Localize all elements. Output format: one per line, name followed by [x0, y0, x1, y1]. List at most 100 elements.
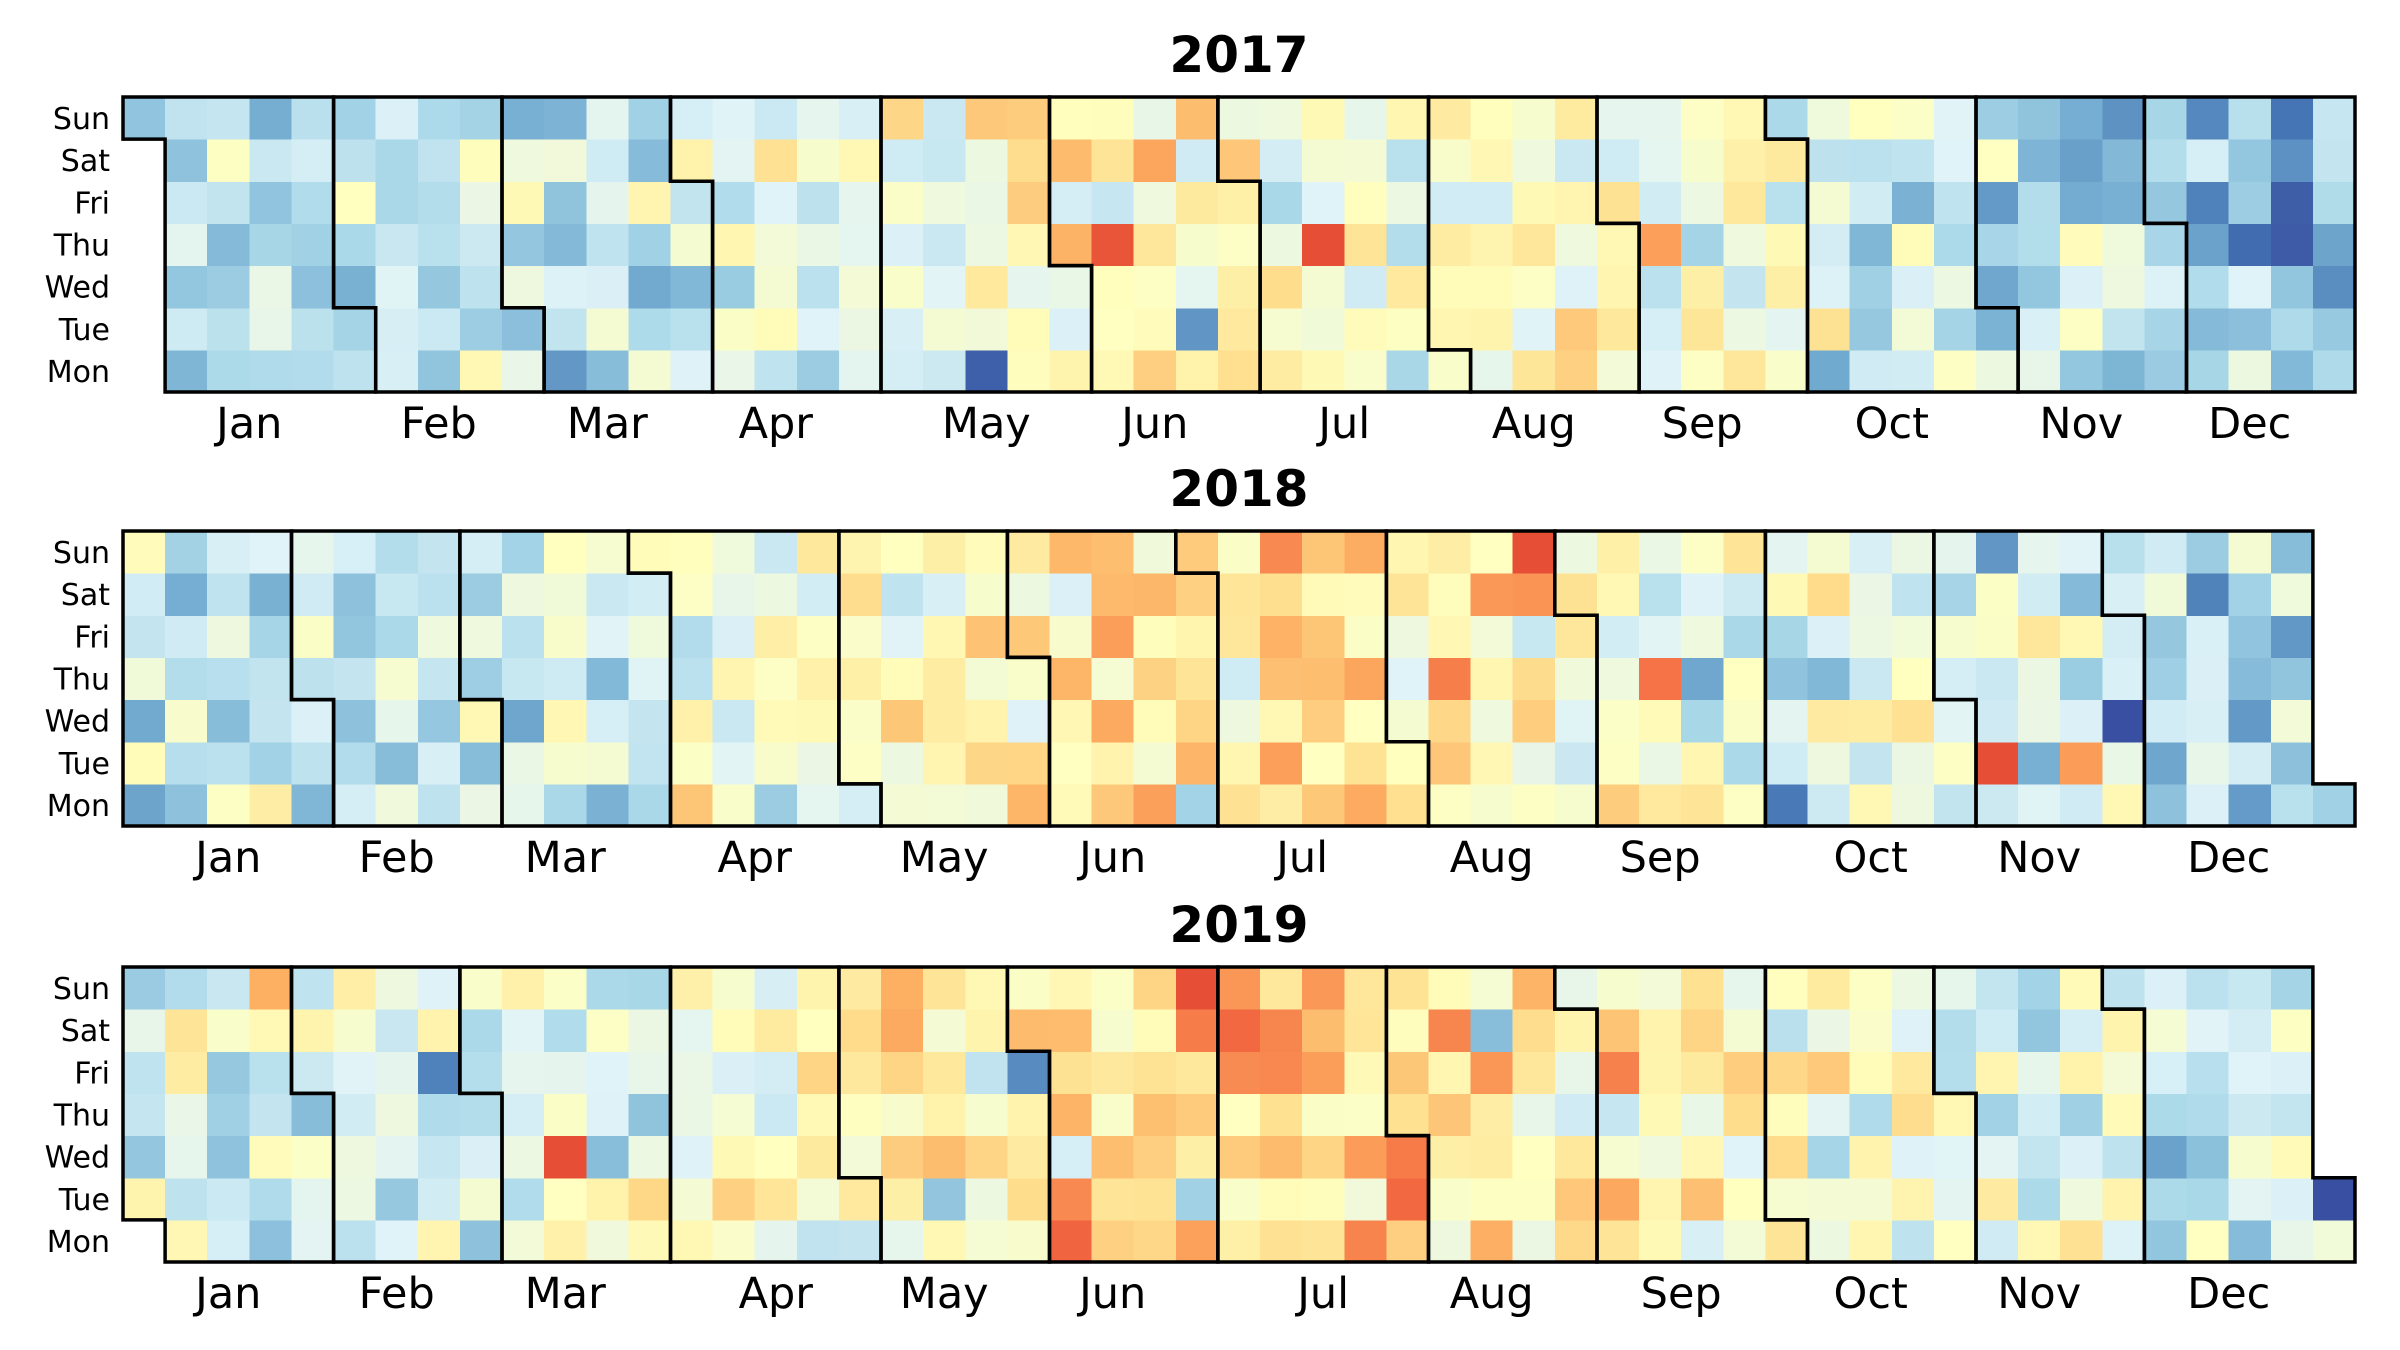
day-cell	[1933, 967, 1977, 1010]
day-cell	[1849, 741, 1893, 785]
day-cell	[1007, 97, 1051, 140]
day-cell	[2102, 97, 2146, 140]
day-cell	[1428, 1093, 1472, 1137]
day-cell	[1386, 1051, 1430, 1095]
day-cell	[1596, 1135, 1640, 1179]
day-cell	[881, 573, 924, 616]
day-cell	[754, 1135, 798, 1179]
day-cell	[1217, 783, 1261, 827]
day-cell	[1133, 139, 1177, 182]
day-cell	[1175, 307, 1219, 351]
day-cell	[2312, 223, 2356, 267]
day-cell	[1260, 741, 1303, 785]
day-cell	[1975, 699, 2019, 743]
day-cell	[1891, 1051, 1935, 1095]
day-cell	[165, 181, 208, 225]
day-cell	[881, 97, 924, 140]
day-cell	[1175, 1009, 1219, 1052]
day-cell	[1554, 657, 1598, 701]
day-cell	[249, 573, 293, 616]
day-cell	[2312, 783, 2356, 827]
day-cell	[881, 181, 924, 225]
day-cell	[965, 349, 1008, 393]
month-label-oct: Oct	[1834, 833, 1908, 883]
day-cell	[417, 967, 461, 1010]
day-cell	[1260, 967, 1303, 1010]
day-cell	[2312, 181, 2356, 225]
day-cell	[1133, 657, 1177, 701]
day-cell	[123, 1177, 166, 1221]
day-cell	[1091, 783, 1135, 827]
day-cell	[1302, 1093, 1345, 1137]
day-cell	[754, 1177, 798, 1221]
day-cell	[1428, 307, 1472, 351]
day-cell	[2102, 531, 2146, 574]
day-cell	[1302, 265, 1345, 309]
day-cell	[2270, 1177, 2314, 1221]
day-cell	[207, 181, 250, 225]
day-cell	[1133, 1135, 1177, 1179]
day-cell	[165, 967, 208, 1010]
day-cell	[2270, 1093, 2314, 1137]
day-cell	[628, 573, 672, 616]
day-cell	[1133, 1219, 1177, 1263]
day-cell	[1091, 657, 1135, 701]
day-cell	[502, 573, 545, 616]
month-label-dec: Dec	[2208, 399, 2291, 449]
day-cell	[544, 1135, 587, 1179]
weekday-label-sat: Sat	[61, 144, 110, 179]
day-cell	[1681, 1051, 1724, 1095]
day-cell	[1217, 181, 1261, 225]
day-cell	[670, 349, 714, 393]
day-cell	[1765, 265, 1809, 309]
day-cell	[1175, 615, 1219, 659]
day-cell	[965, 139, 1008, 182]
day-cell	[1091, 265, 1135, 309]
day-cell	[628, 783, 672, 827]
day-cell	[1723, 531, 1767, 574]
day-cell	[1723, 1093, 1767, 1137]
day-cell	[2228, 1093, 2272, 1137]
day-cell	[1849, 1177, 1893, 1221]
month-label-jun: Jun	[1118, 399, 1188, 449]
day-cell	[628, 1051, 672, 1095]
day-cell	[881, 967, 924, 1010]
day-cell	[881, 1009, 924, 1052]
day-cell	[838, 615, 882, 659]
day-cell	[1386, 573, 1430, 616]
day-cell	[1470, 967, 1514, 1010]
day-cell	[544, 699, 587, 743]
month-label-mar: Mar	[567, 399, 648, 449]
day-cell	[2228, 181, 2272, 225]
day-cell	[965, 97, 1008, 140]
day-cell	[1217, 741, 1261, 785]
day-cell	[754, 967, 798, 1010]
day-cell	[1975, 265, 2019, 309]
day-cell	[1933, 615, 1977, 659]
day-cell	[881, 615, 924, 659]
day-cell	[1470, 1051, 1514, 1095]
day-cell	[670, 1219, 714, 1263]
day-cell	[375, 307, 419, 351]
day-cell	[1302, 349, 1345, 393]
day-cell	[1807, 1051, 1851, 1095]
day-cell	[1260, 139, 1303, 182]
day-cell	[502, 1219, 545, 1263]
day-cell	[2060, 1009, 2103, 1052]
day-cell	[2018, 1135, 2061, 1179]
day-cell	[544, 181, 587, 225]
day-cell	[2018, 615, 2061, 659]
day-cell	[1765, 1177, 1809, 1221]
day-cell	[165, 531, 208, 574]
day-cell	[1975, 307, 2019, 351]
day-cell	[291, 1093, 335, 1137]
day-cell	[459, 1093, 503, 1137]
day-cell	[838, 307, 882, 351]
day-cell	[544, 531, 587, 574]
day-cell	[670, 97, 714, 140]
day-cell	[165, 139, 208, 182]
month-label-apr: Apr	[739, 1269, 814, 1319]
day-cell	[249, 307, 293, 351]
day-cell	[1891, 1093, 1935, 1137]
day-cell	[923, 967, 966, 1010]
